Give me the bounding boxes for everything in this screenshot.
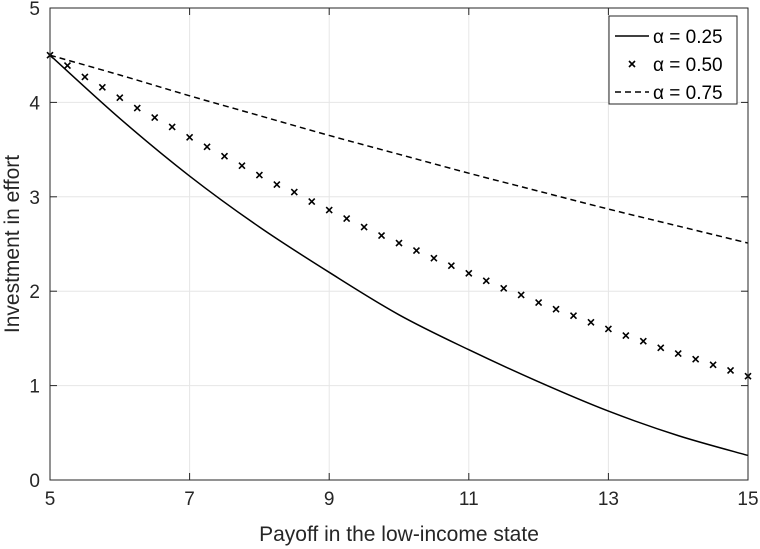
series-2-point (395, 239, 403, 247)
series-2-point (186, 133, 194, 141)
series-2-point (255, 171, 263, 179)
series-2-point (447, 262, 455, 270)
series-2-point (569, 312, 578, 320)
series-2-point (273, 180, 281, 189)
y-tick-label: 5 (29, 0, 40, 20)
x-tick-label: 9 (324, 489, 335, 510)
series-layer (46, 51, 752, 457)
series-2-point (622, 332, 630, 340)
series-2-point (465, 269, 473, 277)
series-2-point (639, 337, 647, 345)
y-tick-label: 2 (29, 282, 40, 303)
series-2-point (657, 344, 665, 352)
series-2-point (81, 73, 89, 81)
series-2-point (482, 277, 490, 285)
plot-area-border (49, 7, 749, 481)
series-2-point (604, 325, 612, 333)
series-2-point (308, 197, 316, 206)
x-axis-label: Payoff in the low-income state (259, 523, 539, 546)
series-2-point (151, 113, 159, 122)
x-tick-label: 15 (737, 489, 758, 510)
series-2-point (360, 223, 368, 231)
series-2-point (692, 355, 700, 363)
series-2-point (220, 152, 229, 160)
series-2-point (517, 291, 525, 299)
series-2-point (377, 231, 386, 240)
x-tick-label: 7 (184, 489, 195, 510)
series-2-point (500, 284, 508, 292)
legend-marker-2 (628, 60, 636, 68)
x-tick-label: 13 (598, 489, 619, 510)
series-2-point (412, 247, 421, 255)
series-2-point (116, 94, 124, 102)
y-tick-label: 3 (29, 188, 40, 209)
legend-label-1: α = 0.25 (653, 27, 723, 48)
legend-label-3: α = 0.75 (653, 83, 723, 104)
series-2-point (133, 104, 141, 112)
y-tick-label: 0 (29, 471, 40, 492)
series-2-point (168, 123, 176, 131)
y-axis-label: Investment in effort (1, 155, 24, 333)
series-2-point (325, 206, 333, 214)
series-2-point (430, 254, 438, 262)
ticks: 5 7 9 11 13 15 0 1 2 3 4 5 (29, 0, 758, 510)
series-2-point (709, 361, 717, 369)
series-2-point (343, 214, 351, 223)
x-tick-label: 11 (459, 489, 479, 510)
y-tick-label: 4 (29, 93, 40, 114)
legend: α = 0.25 α = 0.50 α = 0.75 (608, 15, 738, 105)
series-1-line (49, 54, 749, 457)
legend-box (608, 15, 738, 105)
series-2-point (552, 305, 560, 313)
series-2-point (203, 143, 211, 151)
series-2-point (726, 366, 735, 375)
x-tick-label: 5 (45, 489, 56, 510)
legend-label-2: α = 0.50 (653, 55, 723, 76)
series-2-point (63, 62, 72, 70)
series-2-point (238, 162, 246, 170)
series-2-point (674, 349, 682, 358)
series-2-point (290, 188, 298, 196)
series-2-point (98, 83, 106, 91)
y-tick-label: 1 (29, 377, 40, 398)
series-2-point (535, 298, 543, 307)
series-2-point (587, 318, 595, 326)
series-3-line (49, 54, 749, 244)
